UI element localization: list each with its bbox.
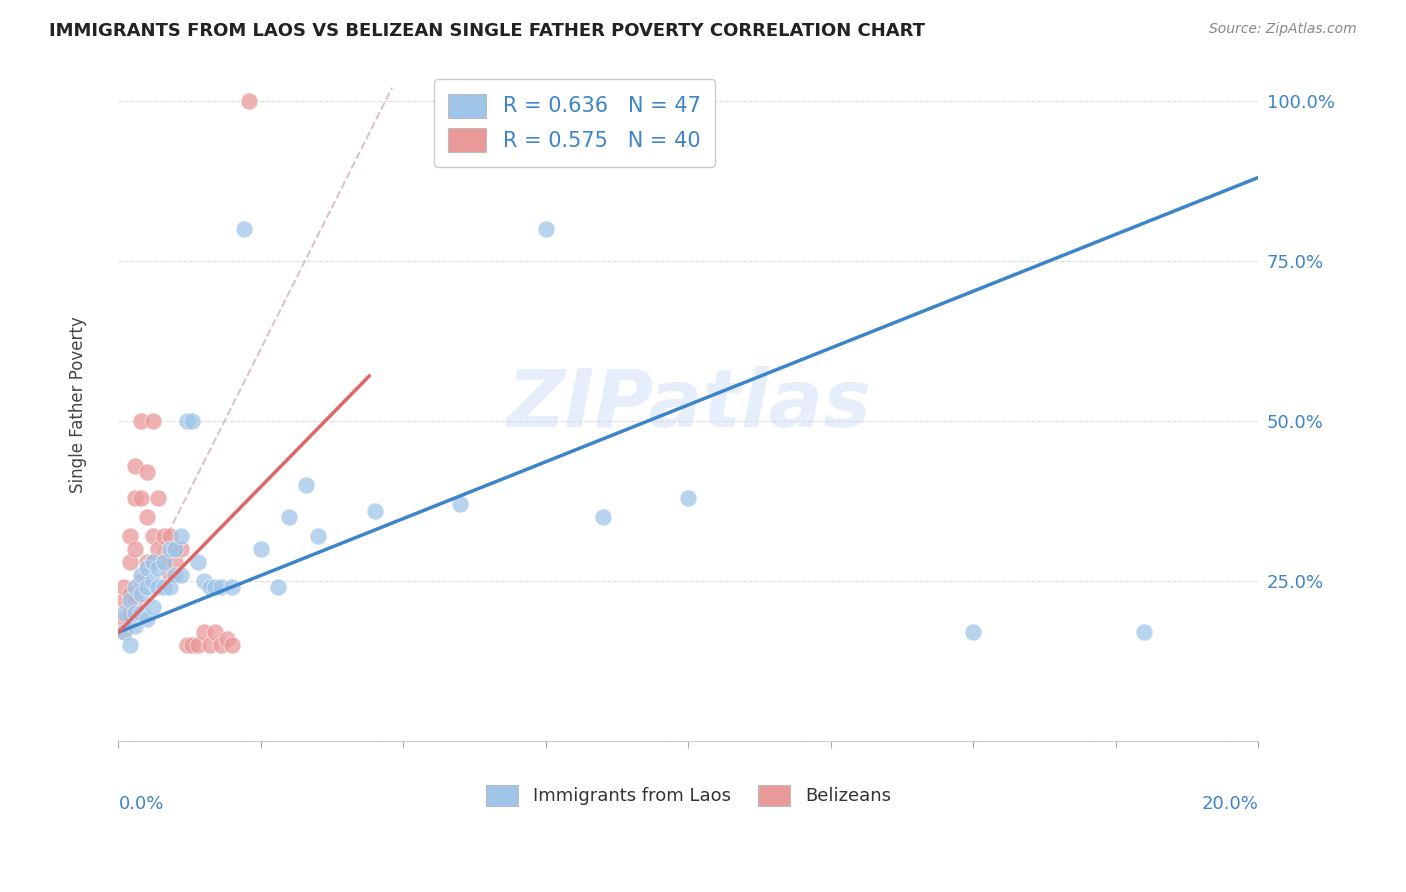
Point: [153, 555, 176, 569]
Point: [142, 599, 165, 614]
Point: [129, 574, 152, 588]
Point: [187, 638, 209, 652]
Point: [267, 581, 290, 595]
Point: [112, 612, 135, 626]
Text: 0.0%: 0.0%: [118, 795, 163, 813]
Point: [142, 574, 165, 588]
Point: [148, 581, 170, 595]
Point: [142, 529, 165, 543]
Point: [592, 510, 614, 524]
Point: [148, 491, 170, 505]
Point: [159, 529, 181, 543]
Point: [153, 581, 176, 595]
Point: [153, 529, 176, 543]
Point: [112, 581, 135, 595]
Point: [278, 510, 301, 524]
Point: [165, 567, 187, 582]
Point: [962, 625, 984, 640]
Point: [142, 555, 165, 569]
Point: [295, 478, 318, 492]
Legend: Immigrants from Laos, Belizeans: Immigrants from Laos, Belizeans: [478, 778, 898, 813]
Point: [176, 638, 198, 652]
Point: [112, 606, 135, 620]
Point: [118, 638, 141, 652]
Point: [250, 541, 273, 556]
Point: [112, 625, 135, 640]
Point: [181, 414, 204, 428]
Point: [112, 593, 135, 607]
Point: [209, 581, 232, 595]
Point: [364, 503, 387, 517]
Point: [142, 414, 165, 428]
Point: [124, 606, 146, 620]
Point: [124, 458, 146, 473]
Point: [118, 606, 141, 620]
Point: [209, 638, 232, 652]
Point: [124, 581, 146, 595]
Point: [124, 619, 146, 633]
Point: [232, 221, 254, 235]
Point: [124, 491, 146, 505]
Point: [112, 625, 135, 640]
Point: [170, 567, 193, 582]
Point: [124, 593, 146, 607]
Text: 20.0%: 20.0%: [1202, 795, 1258, 813]
Point: [129, 606, 152, 620]
Point: [170, 541, 193, 556]
Text: ZIPatlas: ZIPatlas: [506, 366, 870, 444]
Point: [159, 567, 181, 582]
Point: [142, 555, 165, 569]
Point: [135, 510, 157, 524]
Point: [187, 555, 209, 569]
Point: [678, 491, 700, 505]
Point: [307, 529, 329, 543]
Point: [221, 638, 243, 652]
Point: [221, 581, 243, 595]
Text: IMMIGRANTS FROM LAOS VS BELIZEAN SINGLE FATHER POVERTY CORRELATION CHART: IMMIGRANTS FROM LAOS VS BELIZEAN SINGLE …: [49, 22, 925, 40]
Point: [129, 587, 152, 601]
Point: [129, 567, 152, 582]
Point: [135, 612, 157, 626]
Point: [135, 555, 157, 569]
Point: [135, 465, 157, 479]
Point: [159, 541, 181, 556]
Text: Source: ZipAtlas.com: Source: ZipAtlas.com: [1209, 22, 1357, 37]
Point: [129, 414, 152, 428]
Point: [170, 529, 193, 543]
Point: [124, 541, 146, 556]
Point: [204, 625, 226, 640]
Point: [198, 581, 221, 595]
Point: [165, 555, 187, 569]
Point: [176, 414, 198, 428]
Point: [118, 593, 141, 607]
Text: Single Father Poverty: Single Father Poverty: [69, 317, 87, 493]
Point: [193, 625, 215, 640]
Point: [159, 581, 181, 595]
Point: [238, 94, 260, 108]
Point: [118, 555, 141, 569]
Point: [135, 561, 157, 575]
Point: [165, 541, 187, 556]
Point: [449, 497, 471, 511]
Point: [153, 555, 176, 569]
Point: [148, 561, 170, 575]
Point: [534, 221, 557, 235]
Point: [215, 632, 238, 646]
Point: [118, 529, 141, 543]
Point: [118, 587, 141, 601]
Point: [198, 638, 221, 652]
Point: [181, 638, 204, 652]
Point: [135, 581, 157, 595]
Point: [1133, 625, 1156, 640]
Point: [129, 491, 152, 505]
Point: [193, 574, 215, 588]
Point: [148, 541, 170, 556]
Point: [165, 541, 187, 556]
Point: [204, 581, 226, 595]
